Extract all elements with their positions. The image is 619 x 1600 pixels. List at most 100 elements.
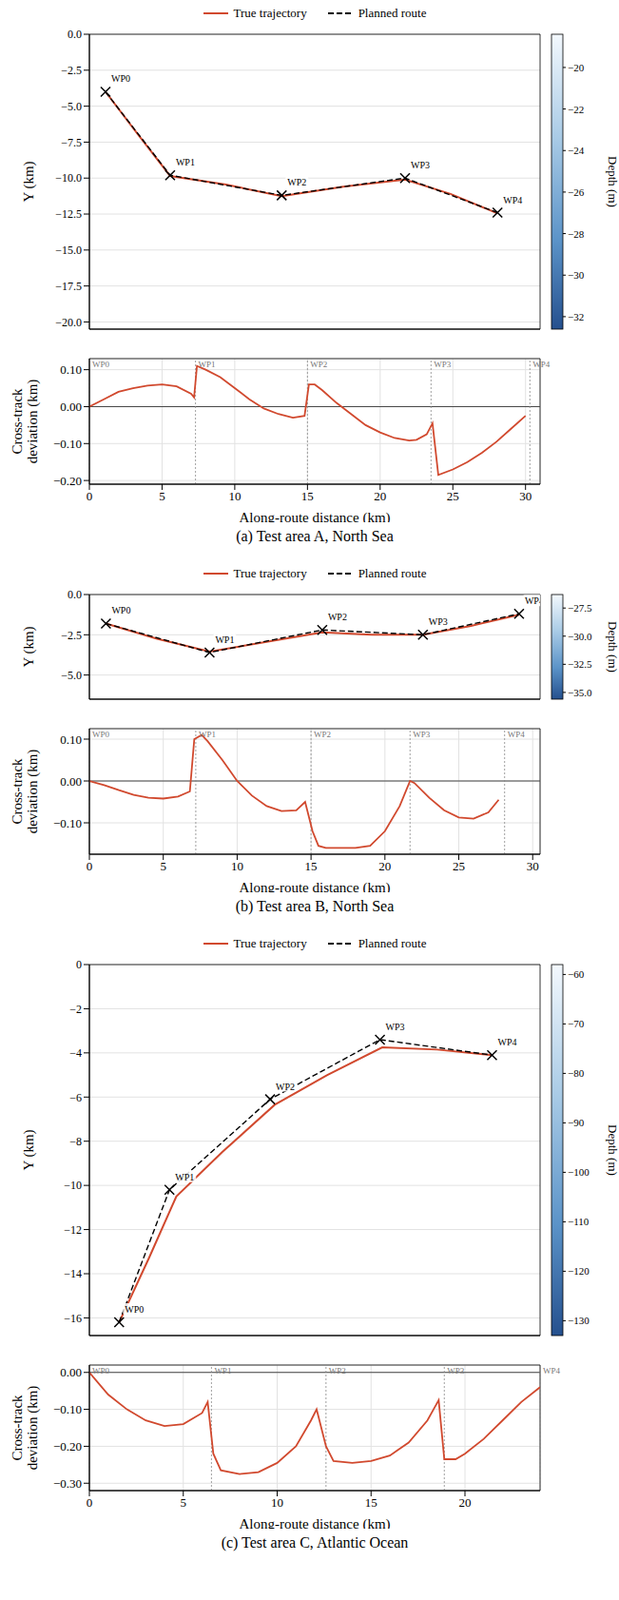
svg-text:30: 30 [519, 488, 532, 503]
svg-text:−2.5: −2.5 [60, 63, 82, 78]
svg-text:WP3: WP3 [412, 729, 431, 739]
svg-text:0.10: 0.10 [59, 362, 82, 377]
svg-text:−14: −14 [63, 1266, 82, 1280]
svg-text:−12: −12 [63, 1222, 82, 1237]
svg-text:−80: −80 [567, 1066, 585, 1079]
svg-text:−10.0: −10.0 [55, 171, 82, 185]
svg-text:−27.5: −27.5 [567, 601, 593, 614]
svg-text:WP0: WP0 [92, 1365, 111, 1375]
svg-text:−24: −24 [567, 144, 585, 156]
svg-text:−35.0: −35.0 [567, 686, 593, 698]
svg-text:0: 0 [86, 488, 94, 503]
svg-text:−22: −22 [567, 103, 584, 116]
svg-text:−5.0: −5.0 [60, 668, 82, 682]
svg-text:WP1: WP1 [198, 729, 216, 739]
svg-text:−0.30: −0.30 [53, 1475, 82, 1490]
svg-text:−17.5: −17.5 [55, 279, 82, 293]
svg-text:25: 25 [452, 858, 465, 873]
svg-text:WP1: WP1 [198, 359, 216, 369]
svg-text:WP1: WP1 [214, 634, 234, 645]
svg-text:WP3: WP3 [410, 159, 430, 171]
svg-text:5: 5 [159, 858, 167, 873]
svg-text:15: 15 [301, 488, 314, 503]
svg-text:−70: −70 [567, 1017, 585, 1029]
svg-text:−30: −30 [567, 269, 585, 281]
svg-text:15: 15 [305, 858, 318, 873]
svg-text:−32: −32 [567, 310, 584, 323]
svg-text:−12.5: −12.5 [55, 207, 82, 221]
svg-text:15: 15 [365, 1494, 378, 1509]
svg-text:WP3: WP3 [428, 616, 448, 627]
svg-text:WP4: WP4 [502, 194, 523, 206]
svg-text:WP2: WP2 [309, 359, 328, 369]
svg-text:0: 0 [76, 957, 82, 971]
svg-text:WP2: WP2 [328, 1365, 347, 1375]
svg-text:WP0: WP0 [92, 359, 111, 369]
svg-text:0.0: 0.0 [67, 587, 82, 601]
svg-text:WP4: WP4 [542, 1365, 561, 1375]
svg-text:−5.0: −5.0 [60, 99, 82, 114]
svg-text:0: 0 [86, 1494, 94, 1509]
svg-text:−0.10: −0.10 [53, 1401, 82, 1416]
svg-text:Depth (m): Depth (m) [605, 1123, 619, 1176]
svg-text:−0.10: −0.10 [53, 436, 82, 451]
svg-text:10: 10 [231, 858, 244, 873]
svg-text:30: 30 [526, 858, 540, 873]
svg-text:20: 20 [378, 858, 391, 873]
svg-text:10: 10 [270, 1494, 284, 1509]
svg-text:−90: −90 [567, 1116, 585, 1128]
svg-text:WP1: WP1 [213, 1365, 232, 1375]
svg-text:−60: −60 [567, 967, 585, 980]
svg-text:Along-route distance (km): Along-route distance (km) [238, 1515, 390, 1529]
svg-text:WP3: WP3 [446, 1365, 465, 1375]
svg-text:−30.0: −30.0 [567, 630, 593, 642]
svg-text:WP1: WP1 [175, 156, 195, 168]
svg-text:WP4: WP4 [497, 1036, 517, 1047]
svg-text:25: 25 [446, 488, 460, 503]
svg-text:−15.0: −15.0 [55, 243, 82, 257]
svg-text:−6: −6 [69, 1090, 82, 1104]
svg-text:−2.5: −2.5 [60, 628, 82, 642]
svg-text:Along-route distance (km): Along-route distance (km) [238, 879, 390, 892]
svg-text:0.0: 0.0 [67, 27, 82, 41]
svg-text:−0.10: −0.10 [53, 815, 82, 831]
svg-text:−32.5: −32.5 [567, 657, 593, 670]
svg-text:0.00: 0.00 [59, 399, 82, 414]
svg-text:−110: −110 [567, 1215, 590, 1227]
svg-text:−8: −8 [69, 1134, 82, 1148]
svg-text:WP2: WP2 [328, 611, 348, 622]
svg-text:−2: −2 [69, 1002, 82, 1016]
svg-text:WP0: WP0 [92, 729, 111, 739]
svg-text:WP0: WP0 [124, 1303, 144, 1315]
svg-text:WP1: WP1 [174, 1171, 194, 1182]
svg-text:−26: −26 [567, 186, 585, 198]
svg-text:20: 20 [459, 1494, 472, 1509]
svg-text:0.10: 0.10 [59, 732, 82, 747]
svg-text:0.00: 0.00 [59, 773, 82, 789]
svg-text:−20: −20 [567, 61, 585, 74]
svg-text:WP4: WP4 [524, 595, 541, 606]
svg-text:Depth (m): Depth (m) [605, 155, 619, 208]
svg-text:WP2: WP2 [287, 176, 307, 188]
svg-text:−0.20: −0.20 [53, 473, 82, 488]
svg-text:−20.0: −20.0 [55, 315, 82, 329]
svg-text:−7.5: −7.5 [60, 135, 82, 150]
svg-text:−120: −120 [567, 1264, 590, 1277]
svg-text:WP3: WP3 [433, 359, 452, 369]
svg-text:−100: −100 [567, 1165, 590, 1178]
svg-text:−28: −28 [567, 228, 585, 240]
svg-text:WP3: WP3 [386, 1021, 406, 1032]
svg-text:WP2: WP2 [275, 1081, 295, 1092]
svg-text:WP4: WP4 [507, 729, 526, 739]
svg-text:5: 5 [158, 488, 166, 503]
svg-text:10: 10 [228, 488, 241, 503]
svg-text:−10: −10 [63, 1178, 82, 1192]
svg-text:20: 20 [373, 488, 387, 503]
svg-text:−4: −4 [69, 1045, 82, 1060]
svg-text:−16: −16 [63, 1311, 82, 1325]
svg-text:0: 0 [86, 858, 94, 873]
svg-text:−130: −130 [567, 1314, 590, 1326]
svg-text:0.00: 0.00 [59, 1364, 82, 1379]
svg-text:WP0: WP0 [111, 73, 131, 84]
svg-text:WP4: WP4 [532, 359, 551, 369]
